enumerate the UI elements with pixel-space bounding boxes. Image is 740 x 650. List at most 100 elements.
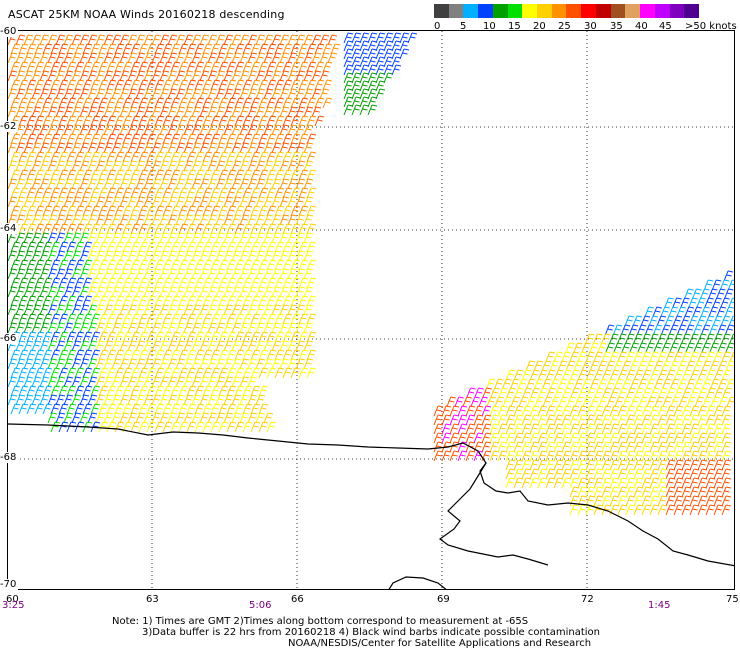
wind-barb — [585, 351, 595, 363]
wind-barb — [82, 205, 93, 217]
wind-barb — [143, 304, 154, 316]
wind-barb — [74, 313, 85, 325]
wind-barb — [154, 403, 165, 415]
wind-barb — [26, 241, 37, 253]
wind-barb — [724, 306, 734, 318]
wind-barb — [55, 160, 66, 172]
wind-barb — [10, 43, 21, 55]
wind-barb — [39, 70, 50, 82]
wind-barb — [15, 88, 26, 100]
wind-barb — [127, 268, 138, 280]
wind-barb — [457, 423, 468, 435]
wind-barb — [303, 358, 314, 370]
wind-barb — [489, 414, 500, 426]
wind-barb — [351, 72, 362, 84]
wind-barb — [513, 405, 524, 417]
wind-barb — [645, 342, 655, 354]
wind-barb — [673, 477, 684, 489]
wind-barb — [207, 340, 218, 352]
wind-barb — [122, 133, 133, 145]
wind-barb — [629, 342, 639, 354]
wind-barb — [114, 205, 125, 217]
wind-barb — [18, 133, 29, 145]
wind-barb — [298, 79, 309, 91]
wind-barb — [167, 160, 178, 172]
wind-barb — [684, 306, 694, 318]
wind-barb — [481, 414, 492, 426]
wind-barb — [178, 169, 189, 181]
wind-barb — [650, 387, 660, 399]
wind-barb — [63, 178, 74, 190]
wind-barb — [258, 187, 269, 199]
wind-barb — [47, 70, 58, 82]
wind-barb — [266, 331, 277, 343]
wind-barb — [279, 340, 290, 352]
wind-barb — [306, 61, 317, 73]
wind-barb — [199, 178, 210, 190]
wind-barb — [282, 313, 293, 325]
wind-barb — [231, 178, 242, 190]
wind-barb — [63, 70, 74, 82]
wind-barb — [673, 504, 684, 516]
wind-barb — [541, 378, 552, 390]
wind-barb — [98, 97, 109, 109]
wind-barb — [279, 196, 290, 208]
wind-barb — [303, 70, 314, 82]
wind-barb — [162, 313, 173, 325]
wind-barb — [31, 250, 42, 262]
wind-barb — [50, 187, 61, 199]
wind-barb — [167, 124, 178, 136]
wind-barb — [111, 358, 122, 370]
wind-barb — [127, 394, 138, 406]
wind-barb — [705, 468, 716, 480]
wind-barb — [290, 349, 301, 361]
wind-barb — [688, 315, 699, 327]
wind-barb — [79, 88, 90, 100]
wind-barb — [649, 486, 660, 498]
wind-barb — [497, 432, 508, 444]
wind-barb — [263, 340, 274, 352]
wind-barb — [162, 115, 173, 127]
wind-barb — [644, 306, 654, 318]
wind-barb — [71, 142, 82, 154]
wind-barb — [664, 297, 674, 309]
wind-barb — [55, 286, 66, 298]
wind-barb — [159, 268, 170, 280]
wind-barb — [681, 351, 691, 363]
wind-barb — [239, 412, 250, 424]
wind-barb — [303, 178, 314, 190]
wind-barb — [234, 349, 245, 361]
wind-barb — [606, 396, 616, 408]
wind-barb — [633, 468, 644, 480]
wind-barb — [194, 115, 205, 127]
wind-barb — [82, 223, 93, 235]
wind-barb — [39, 304, 50, 316]
wind-barb — [680, 333, 691, 345]
wind-barb — [95, 250, 106, 262]
wind-barb — [143, 394, 154, 406]
wind-barb — [546, 387, 556, 399]
wind-barb — [489, 450, 500, 462]
wind-barb — [15, 52, 26, 64]
wind-barb — [609, 432, 620, 444]
wind-barb — [473, 423, 484, 435]
wind-barb — [717, 342, 727, 354]
wind-barb — [226, 349, 237, 361]
wind-barb — [721, 405, 732, 417]
wind-barb — [31, 376, 42, 388]
wind-barb-plot — [8, 31, 734, 589]
wind-barb — [146, 403, 157, 415]
wind-barb — [693, 378, 704, 390]
wind-barb — [42, 277, 53, 289]
wind-barb — [167, 304, 178, 316]
wind-barb — [183, 106, 194, 118]
wind-barb — [375, 48, 386, 60]
wind-barb — [103, 196, 114, 208]
wind-barb — [82, 349, 93, 361]
wind-barb — [290, 97, 301, 109]
wind-barb — [194, 169, 205, 181]
wind-barb — [697, 504, 708, 516]
wind-barb — [721, 495, 732, 507]
wind-barb — [282, 277, 293, 289]
wind-barb — [234, 367, 245, 379]
